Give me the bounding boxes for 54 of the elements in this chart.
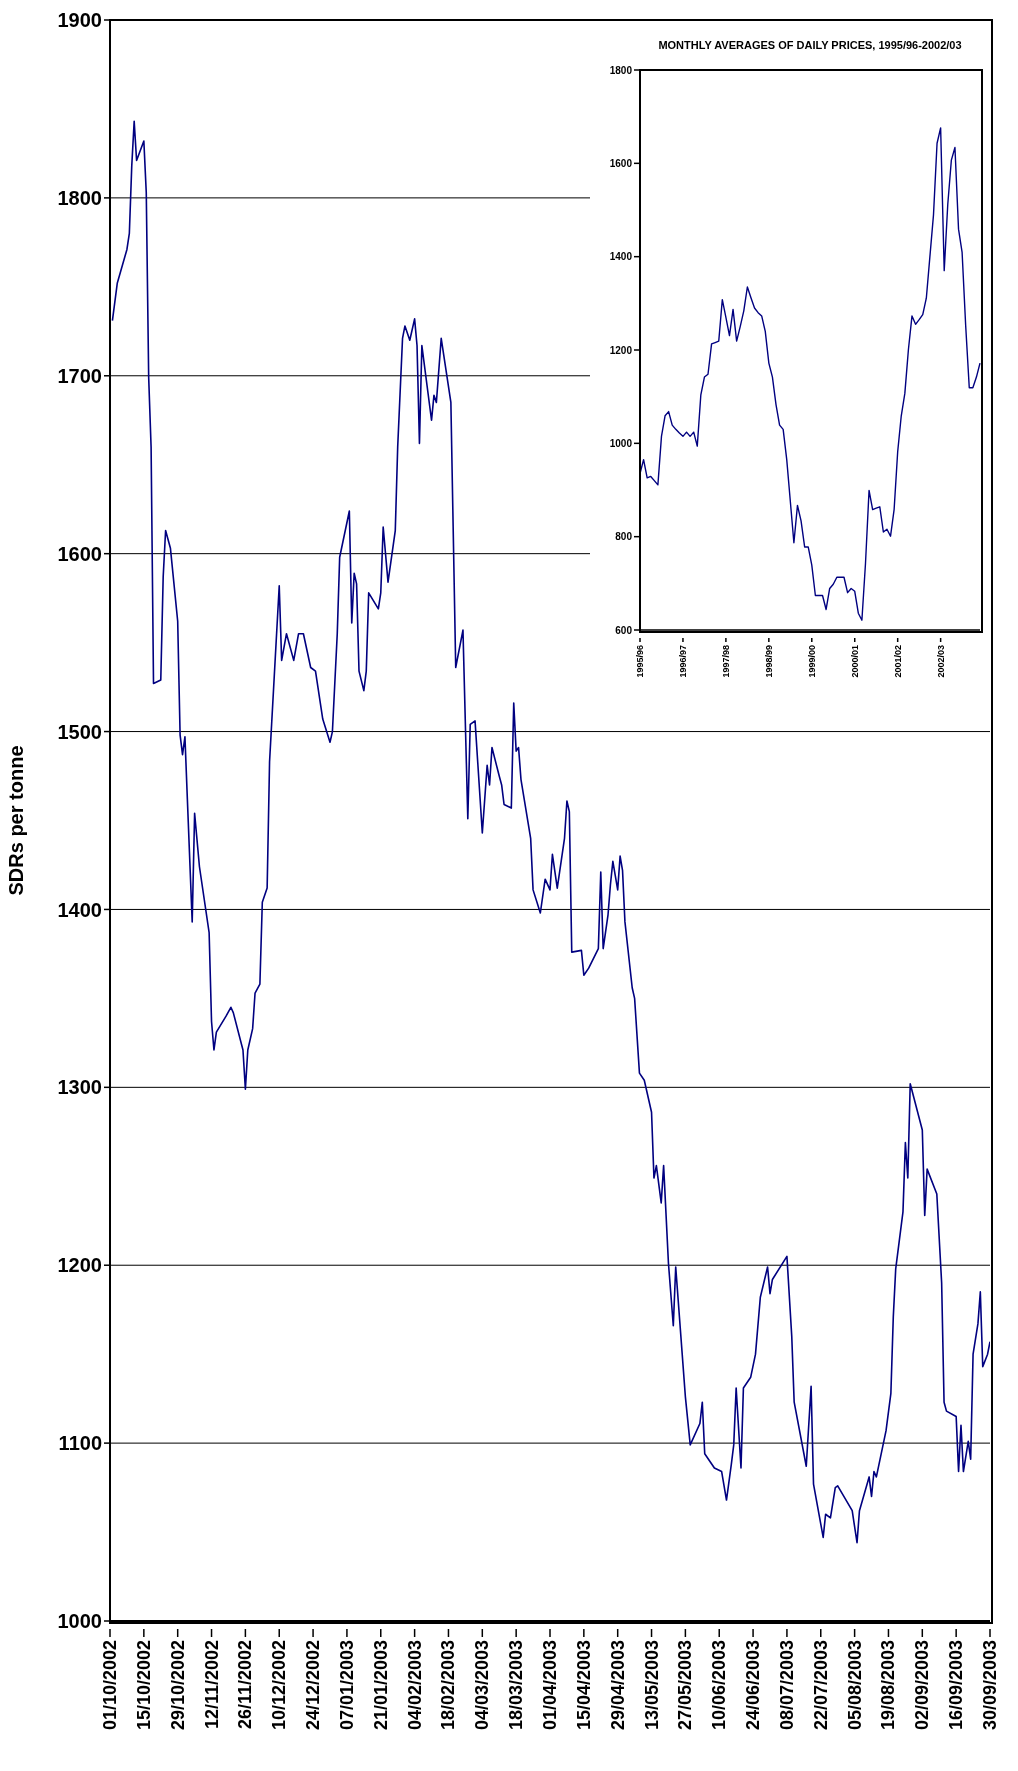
x-tick-label: 1995/96: [635, 645, 645, 678]
y-tick-label: 800: [615, 531, 633, 543]
x-tick-label: 27/05/2003: [675, 1640, 696, 1731]
x-tick-label: 07/01/2003: [336, 1640, 357, 1731]
x-tick-label: 1999/00: [806, 645, 817, 678]
y-tick-label: 1400: [609, 251, 633, 263]
x-tick-label: 04/02/2003: [404, 1640, 425, 1731]
x-tick-label: 2000/01: [849, 645, 860, 678]
x-tick-label: 12/11/2002: [201, 1640, 222, 1730]
x-tick-label: 2002/03: [935, 645, 946, 678]
x-tick-label: 02/09/2003: [912, 1640, 933, 1731]
x-tick-label: 18/02/2003: [438, 1640, 459, 1731]
y-axis-title: SDRs per tonne: [5, 745, 28, 896]
x-tick-label: 1997/98: [720, 645, 731, 678]
x-tick-label: 10/06/2003: [709, 1640, 730, 1731]
x-tick-label: 29/04/2003: [607, 1640, 628, 1731]
y-tick-label: 1900: [57, 9, 102, 32]
x-tick-label: 04/03/2003: [472, 1640, 493, 1731]
y-tick-label: 1600: [609, 157, 633, 169]
x-tick-label: 21/01/2003: [370, 1640, 391, 1731]
y-tick-label: 1500: [57, 720, 102, 743]
y-tick-label: 1100: [58, 1432, 102, 1455]
y-tick-label: 1200: [609, 344, 633, 356]
y-tick-label: 1000: [57, 1610, 102, 1633]
x-tick-label: 15/10/2002: [133, 1640, 154, 1731]
x-tick-label: 30/09/2003: [980, 1640, 1000, 1731]
x-tick-label: 2001/02: [892, 645, 903, 678]
x-tick-label: 19/08/2003: [878, 1640, 899, 1731]
x-tick-label: 16/09/2003: [946, 1640, 967, 1731]
y-tick-label: 1600: [57, 542, 102, 565]
x-tick-label: 13/05/2003: [641, 1640, 662, 1731]
y-tick-label: 600: [615, 624, 633, 636]
x-tick-label: 15/04/2003: [573, 1640, 594, 1731]
x-tick-label: 1998/99: [763, 645, 774, 678]
x-tick-label: 05/08/2003: [844, 1640, 865, 1731]
x-tick-label: 10/12/2002: [269, 1640, 290, 1731]
y-tick-label: 1300: [57, 1076, 102, 1099]
y-tick-label: 1000: [609, 437, 633, 449]
y-tick-label: 1800: [609, 64, 633, 76]
x-tick-label: 22/07/2003: [810, 1640, 831, 1731]
x-tick-label: 24/06/2003: [743, 1640, 764, 1731]
x-tick-label: 24/12/2002: [303, 1640, 324, 1731]
y-tick-label: 1200: [57, 1254, 102, 1277]
x-tick-label: 26/11/2002: [235, 1640, 256, 1730]
chart-title: MONTHLY AVERAGES OF DAILY PRICES, 1995/96-2002/03: [657, 38, 963, 52]
x-tick-label: 29/10/2002: [167, 1640, 188, 1731]
x-tick-label: 1996/97: [677, 645, 688, 678]
y-tick-label: 1800: [57, 186, 102, 209]
x-tick-label: 08/07/2003: [776, 1640, 797, 1731]
y-tick-label: 1400: [57, 898, 102, 921]
x-tick-label: 18/03/2003: [506, 1640, 527, 1731]
x-tick-label: 01/04/2003: [540, 1640, 560, 1731]
x-tick-label: 01/10/2002: [100, 1640, 120, 1731]
y-tick-label: 1700: [57, 364, 102, 387]
